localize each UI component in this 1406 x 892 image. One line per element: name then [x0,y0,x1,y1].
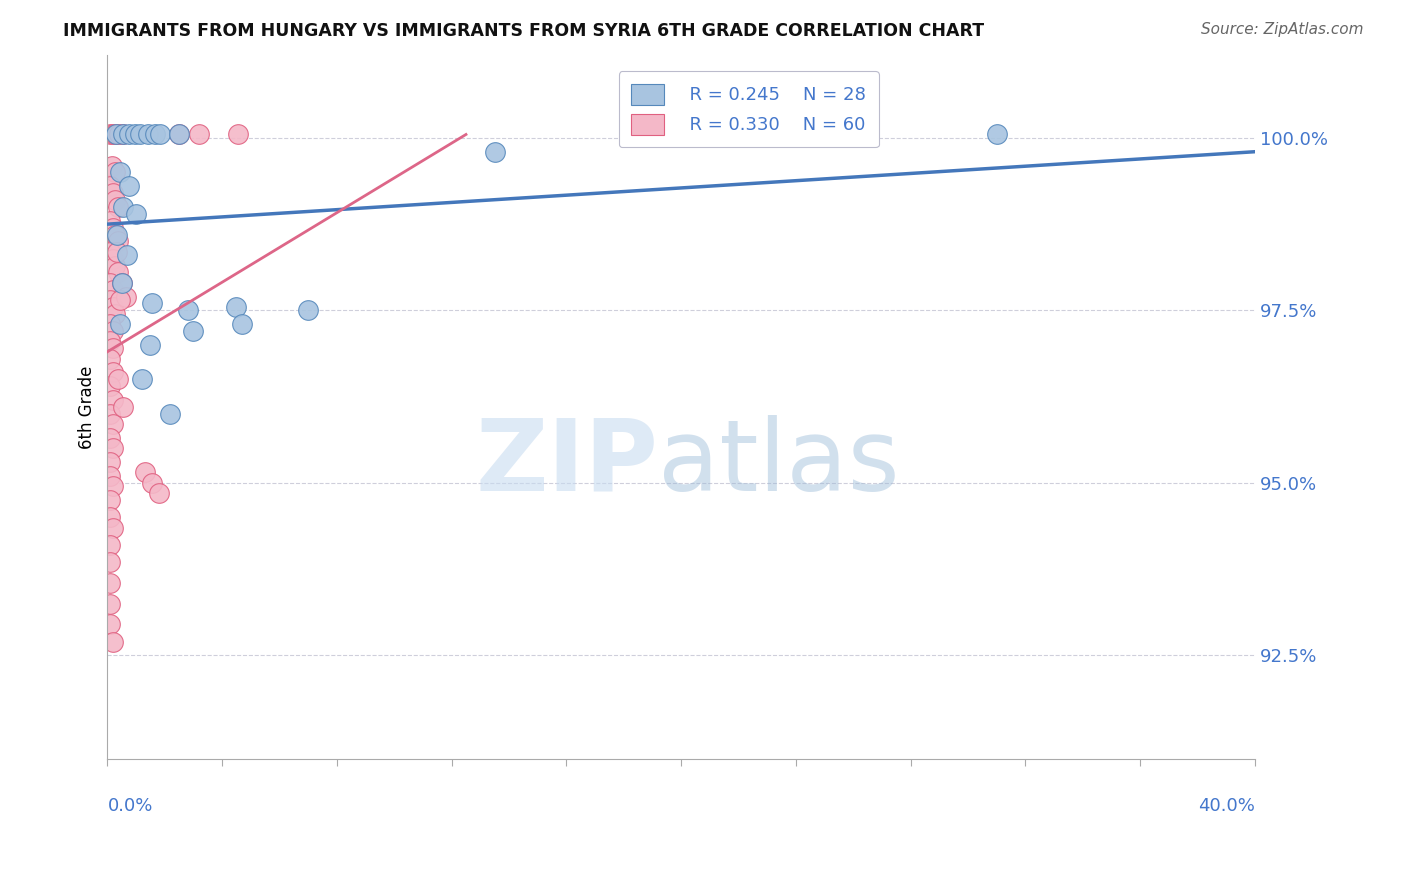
Point [107,265,129,279]
Point [98,510,121,524]
Point [98,555,121,569]
Point [100,159,122,173]
Point [98,379,121,393]
Point [101,634,124,648]
Point [101,366,124,380]
Point [101,128,124,142]
Text: ZIP: ZIP [475,415,658,512]
Point [183,324,205,338]
Point [98,213,121,227]
Point [107,227,129,242]
Point [167,128,190,142]
Point [143,128,166,142]
Point [101,220,124,235]
Point [101,186,124,200]
Point [125,207,148,221]
Point [139,338,162,352]
Point [111,276,134,290]
Point [101,417,124,432]
Point [107,235,129,249]
Point [98,351,121,366]
Point [98,244,121,259]
Point [101,341,124,355]
Legend:   R = 0.245    N = 28,   R = 0.330    N = 60: R = 0.245 N = 28, R = 0.330 N = 60 [619,71,879,147]
Point [98,469,121,483]
Y-axis label: 6th Grade: 6th Grade [79,366,96,449]
Point [112,128,135,142]
Point [108,128,131,142]
Point [112,200,135,214]
Point [110,317,132,331]
Point [98,575,121,590]
Point [129,128,152,142]
Point [141,296,163,310]
Point [98,597,121,611]
Point [159,407,181,421]
Point [141,475,163,490]
Point [98,538,121,552]
Point [188,128,211,142]
Point [101,300,124,314]
Point [101,252,124,266]
Point [98,317,121,331]
Point [98,455,121,469]
Point [167,128,190,142]
Point [107,200,129,214]
Text: Source: ZipAtlas.com: Source: ZipAtlas.com [1201,22,1364,37]
Point [986,128,1008,142]
Point [104,259,127,273]
Text: atlas: atlas [658,415,900,512]
Point [98,617,121,632]
Point [104,128,127,142]
Point [101,393,124,408]
Point [297,303,319,318]
Point [107,244,129,259]
Point [104,227,127,242]
Text: IMMIGRANTS FROM HUNGARY VS IMMIGRANTS FROM SYRIA 6TH GRADE CORRELATION CHART: IMMIGRANTS FROM HUNGARY VS IMMIGRANTS FR… [63,22,984,40]
Point [231,317,253,331]
Point [110,165,132,179]
Point [104,128,127,142]
Point [98,276,121,290]
Point [226,128,249,142]
Text: 40.0%: 40.0% [1198,797,1256,815]
Point [98,179,121,194]
Point [104,307,127,321]
Point [112,400,135,414]
Point [110,293,132,307]
Point [104,193,127,207]
Point [111,276,134,290]
Point [131,372,153,386]
Point [101,442,124,456]
Text: 0.0%: 0.0% [107,797,153,815]
Point [98,431,121,445]
Point [134,466,156,480]
Point [118,128,141,142]
Point [136,128,159,142]
Point [101,324,124,338]
Point [484,145,506,159]
Point [177,303,200,318]
Point [98,493,121,508]
Point [107,372,129,386]
Point [124,128,146,142]
Point [98,293,121,307]
Point [101,479,124,493]
Point [103,165,125,179]
Point [149,128,172,142]
Point [112,128,135,142]
Point [101,521,124,535]
Point [225,300,247,314]
Point [98,334,121,349]
Point [98,128,121,142]
Point [101,283,124,297]
Point [148,486,170,500]
Point [98,407,121,421]
Point [117,248,139,262]
Point [118,179,141,194]
Point [115,289,138,303]
